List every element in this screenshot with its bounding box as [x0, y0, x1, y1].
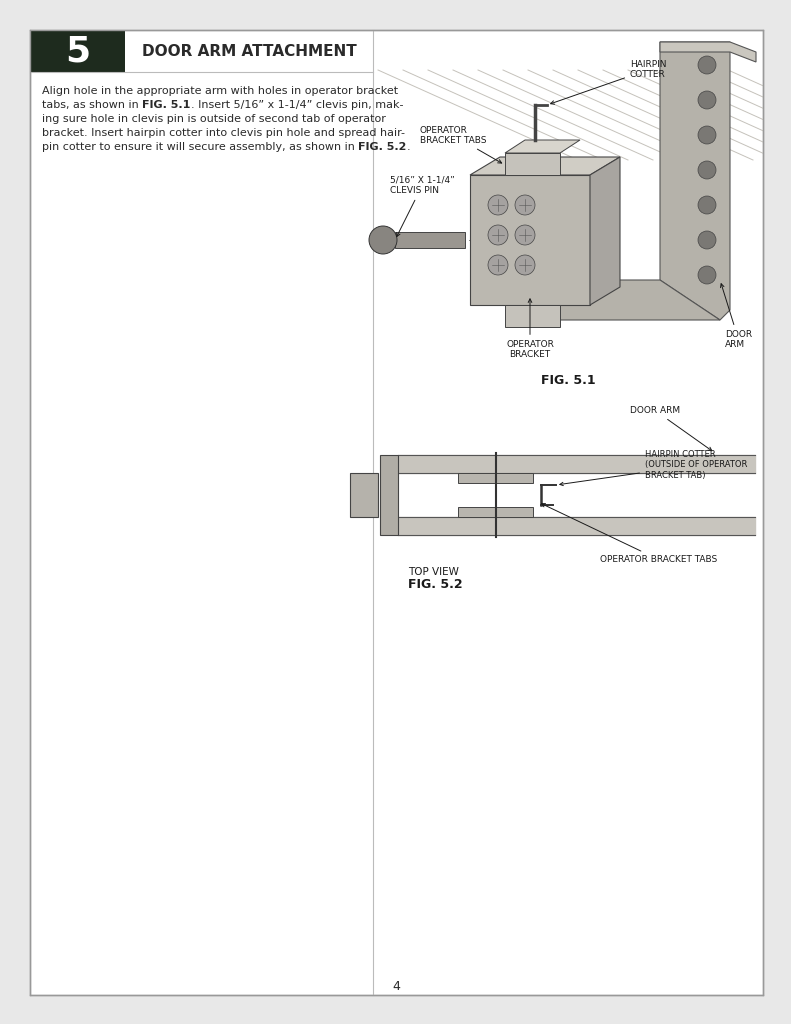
- Circle shape: [515, 195, 535, 215]
- Circle shape: [698, 196, 716, 214]
- Circle shape: [698, 126, 716, 144]
- Bar: [458, 507, 533, 517]
- Text: OPERATOR
BRACKET TABS: OPERATOR BRACKET TABS: [420, 126, 501, 163]
- Text: TOP VIEW: TOP VIEW: [408, 567, 459, 577]
- Circle shape: [698, 231, 716, 249]
- Text: tabs, as shown in: tabs, as shown in: [42, 100, 142, 110]
- Circle shape: [515, 255, 535, 275]
- Circle shape: [488, 255, 508, 275]
- Text: OPERATOR
BRACKET: OPERATOR BRACKET: [506, 299, 554, 359]
- Bar: [470, 175, 590, 305]
- Text: ing sure hole in clevis pin is outside of second tab of operator: ing sure hole in clevis pin is outside o…: [42, 114, 386, 124]
- Text: . Insert 5/16” x 1-1/4” clevis pin, mak-: . Insert 5/16” x 1-1/4” clevis pin, mak-: [191, 100, 403, 110]
- Bar: [458, 473, 533, 483]
- Circle shape: [698, 266, 716, 284]
- Text: .: .: [407, 142, 411, 152]
- Bar: [30, 30, 125, 72]
- Bar: [395, 232, 465, 248]
- Circle shape: [698, 91, 716, 109]
- Text: HAIRPIN
COTTER: HAIRPIN COTTER: [551, 60, 667, 104]
- Polygon shape: [505, 140, 580, 153]
- Circle shape: [369, 226, 397, 254]
- Text: 5/16” X 1-1/4”
CLEVIS PIN: 5/16” X 1-1/4” CLEVIS PIN: [390, 175, 455, 237]
- Text: DOOR ARM ATTACHMENT: DOOR ARM ATTACHMENT: [142, 43, 357, 58]
- Circle shape: [488, 225, 508, 245]
- Polygon shape: [505, 153, 560, 175]
- Bar: [350, 473, 378, 517]
- Text: 5: 5: [65, 34, 90, 68]
- Text: Align hole in the appropriate arm with holes in operator bracket: Align hole in the appropriate arm with h…: [42, 86, 398, 96]
- Circle shape: [488, 195, 508, 215]
- Polygon shape: [505, 305, 560, 327]
- Polygon shape: [660, 42, 756, 62]
- Polygon shape: [660, 42, 730, 319]
- Circle shape: [515, 225, 535, 245]
- Circle shape: [698, 56, 716, 74]
- Text: 4: 4: [392, 981, 400, 993]
- Bar: [380, 455, 398, 535]
- Text: bracket. Insert hairpin cotter into clevis pin hole and spread hair-: bracket. Insert hairpin cotter into clev…: [42, 128, 405, 138]
- Text: DOOR ARM: DOOR ARM: [630, 406, 712, 451]
- Circle shape: [698, 161, 716, 179]
- Text: DOOR
ARM: DOOR ARM: [721, 284, 752, 349]
- Polygon shape: [530, 280, 720, 319]
- Text: FIG. 5.1: FIG. 5.1: [142, 100, 191, 110]
- Polygon shape: [590, 157, 620, 305]
- Text: FIG. 5.2: FIG. 5.2: [408, 579, 463, 592]
- Text: OPERATOR BRACKET TABS: OPERATOR BRACKET TABS: [542, 504, 717, 564]
- Text: FIG. 5.1: FIG. 5.1: [541, 374, 596, 386]
- Polygon shape: [470, 157, 620, 175]
- Text: pin cotter to ensure it will secure assembly, as shown in: pin cotter to ensure it will secure asse…: [42, 142, 358, 152]
- Text: HAIRPIN COTTER
(OUTSIDE OF OPERATOR
BRACKET TAB): HAIRPIN COTTER (OUTSIDE OF OPERATOR BRAC…: [560, 450, 747, 485]
- Text: FIG. 5.2: FIG. 5.2: [358, 142, 407, 152]
